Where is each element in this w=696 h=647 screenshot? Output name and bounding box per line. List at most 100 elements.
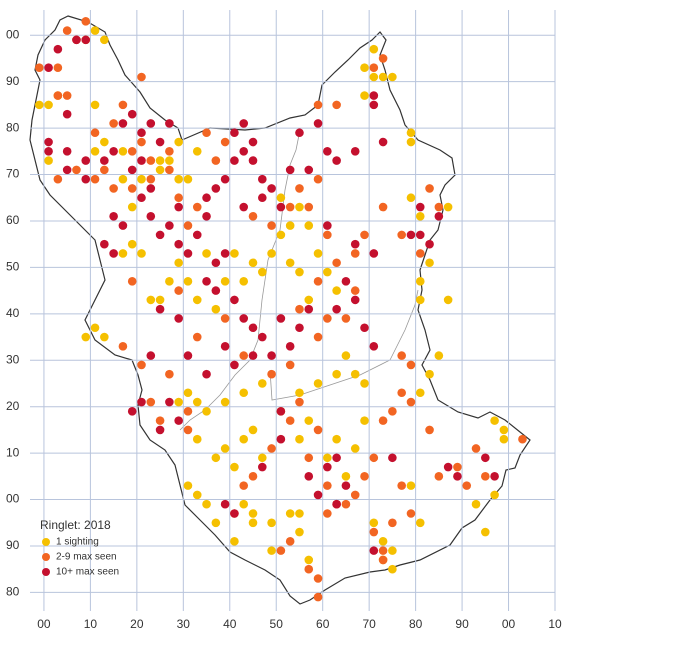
legend-title: Ringlet: 2018 (40, 518, 111, 532)
y-tick-label: 40 (6, 306, 20, 320)
x-tick-label: 60 (316, 617, 330, 631)
x-tick-label: 00 (502, 617, 516, 631)
sighting-dot (165, 221, 174, 230)
sighting-dot (220, 277, 230, 286)
sighting-dot (183, 425, 193, 435)
sighting-dot (313, 379, 323, 388)
sighting-dot (192, 490, 202, 500)
sighting-dot (81, 35, 91, 45)
sighting-dot (490, 416, 499, 425)
sighting-dot (323, 314, 332, 323)
sighting-dot (425, 239, 434, 249)
sighting-dot (183, 407, 193, 416)
sighting-dot (230, 156, 239, 165)
sighting-dot (434, 351, 444, 360)
sighting-dot (239, 277, 249, 286)
sighting-dot (230, 537, 239, 546)
sighting-dot (155, 165, 165, 175)
sighting-dot (137, 249, 146, 258)
sighting-dot (285, 221, 295, 230)
sighting-dot (425, 184, 434, 193)
sighting-dot (53, 91, 63, 100)
sighting-dot (462, 481, 472, 490)
sighting-dot (369, 527, 379, 537)
sighting-dot (81, 174, 91, 184)
sighting-dot (304, 555, 314, 565)
sighting-dot (323, 509, 332, 518)
sighting-dot (369, 44, 379, 54)
sighting-dot (397, 481, 406, 490)
sighting-dot (258, 174, 267, 184)
sighting-dot (62, 26, 72, 35)
sighting-dot (360, 416, 369, 425)
sighting-dot (118, 119, 128, 128)
sighting-dot (248, 351, 258, 360)
sighting-dot (276, 202, 286, 212)
sighting-dot (100, 332, 109, 342)
sighting-dot (323, 147, 332, 156)
sighting-dot (155, 230, 165, 240)
sighting-dot (248, 137, 258, 147)
sighting-dot (304, 221, 314, 230)
sighting-dot (313, 490, 323, 500)
sighting-dot (313, 119, 323, 128)
sighting-dot (360, 379, 369, 388)
sighting-dot (323, 462, 332, 472)
y-tick-label: 20 (6, 399, 20, 413)
sighting-dot (341, 499, 351, 509)
sighting-dot (369, 546, 379, 555)
sighting-dot (425, 258, 434, 268)
sighting-dot (295, 388, 304, 398)
sighting-dot (276, 434, 286, 444)
sighting-dot (109, 249, 118, 258)
x-tick-label: 30 (177, 617, 191, 631)
legend-label: 1 sighting (56, 537, 99, 548)
sighting-dot (165, 156, 174, 165)
sighting-dot (220, 314, 230, 323)
sighting-dot (137, 174, 146, 184)
sighting-dot (174, 314, 183, 323)
sighting-dot (90, 174, 100, 184)
sighting-dot (230, 462, 239, 472)
sighting-dot (100, 35, 109, 45)
sighting-dot (53, 63, 63, 73)
sighting-dot (332, 156, 341, 165)
legend-swatch (42, 538, 50, 546)
sighting-dot (397, 351, 406, 360)
sighting-dot (230, 360, 239, 370)
sighting-dot (360, 230, 369, 240)
sighting-dot (239, 351, 249, 360)
sighting-dot (183, 481, 193, 490)
sighting-dot (323, 453, 332, 463)
sighting-dot (350, 239, 360, 249)
sighting-dot (434, 212, 444, 221)
county-outline (29, 15, 531, 605)
sighting-dot (137, 72, 146, 82)
sighting-dot (295, 527, 304, 537)
sighting-dot (369, 72, 379, 82)
sighting-dot (174, 416, 183, 425)
sighting-dot (258, 453, 267, 463)
sighting-dot (211, 184, 221, 193)
sighting-dot (350, 249, 360, 258)
sighting-dot (378, 546, 388, 555)
sighting-dot (230, 128, 239, 138)
sighting-dot (332, 369, 341, 379)
sighting-dot (100, 165, 109, 175)
sighting-dot (471, 499, 481, 509)
y-tick-label: 00 (6, 492, 20, 506)
sighting-dot (202, 249, 211, 258)
sighting-dot (44, 147, 53, 156)
sighting-dot (481, 472, 490, 481)
sighting-dot (258, 462, 267, 472)
sighting-dot (220, 249, 230, 258)
sighting-dot (350, 490, 360, 500)
sighting-dot (202, 193, 211, 203)
sighting-dot (285, 202, 295, 212)
sighting-dot (434, 472, 444, 481)
sighting-dot (360, 323, 369, 333)
sighting-dot (304, 416, 314, 425)
sighting-dot (248, 156, 258, 165)
sighting-dot (285, 416, 295, 425)
sighting-dot (378, 416, 388, 425)
